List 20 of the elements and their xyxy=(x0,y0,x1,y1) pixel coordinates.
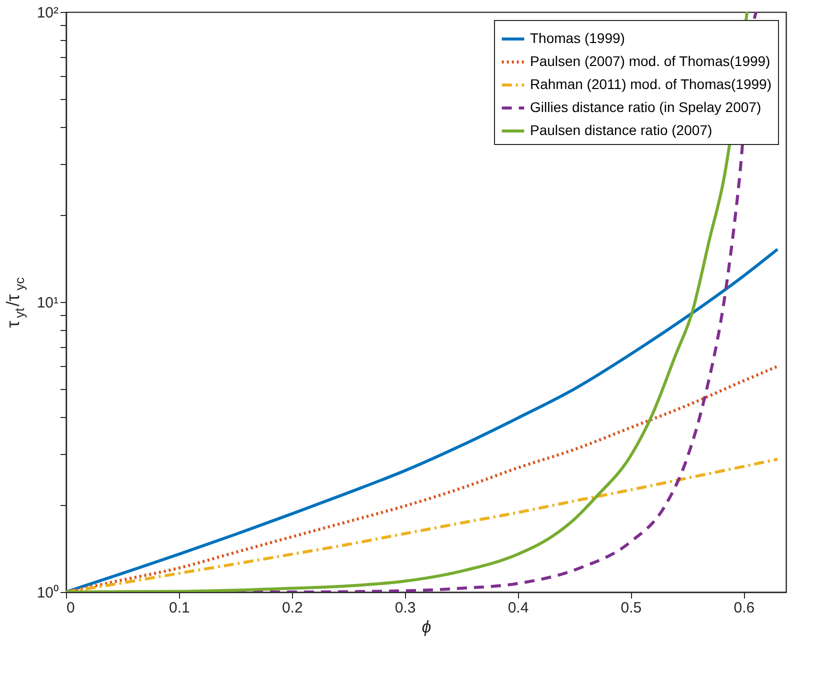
legend-label: Paulsen (2007) mod. of Thomas(1999) xyxy=(530,53,770,69)
legend-label: Paulsen distance ratio (2007) xyxy=(530,122,712,138)
line-series xyxy=(66,364,780,592)
legend-label: Thomas (1999) xyxy=(530,30,625,46)
x-axis-title: ϕ xyxy=(422,618,432,636)
legend-label: Gillies distance ratio (in Spelay 2007) xyxy=(530,99,762,115)
y-tick-label: 10⁰ xyxy=(36,584,58,602)
line-series xyxy=(66,248,780,592)
x-tick-label: 0.2 xyxy=(282,600,303,616)
y-tick-label: 10¹ xyxy=(36,294,58,312)
x-tick-label: 0.1 xyxy=(169,600,190,616)
x-tick-label: 0.4 xyxy=(508,600,529,616)
line-series xyxy=(66,458,780,592)
y-axis-title: τyt/τyc xyxy=(3,276,27,328)
x-tick-label: 0 xyxy=(66,600,75,616)
legend-label: Rahman (2011) mod. of Thomas(1999) xyxy=(530,76,772,92)
y-tick-label: 10² xyxy=(36,4,58,22)
x-tick-label: 0.6 xyxy=(734,600,755,616)
x-tick-label: 0.5 xyxy=(620,600,642,616)
x-tick-label: 0.3 xyxy=(394,600,416,616)
